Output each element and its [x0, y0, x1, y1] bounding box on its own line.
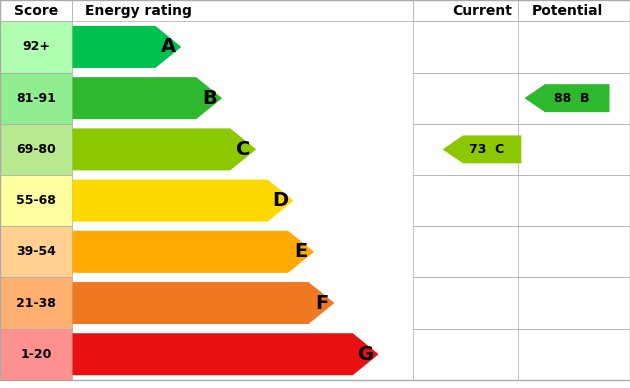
Text: A: A — [161, 38, 176, 56]
Polygon shape — [442, 135, 522, 163]
Text: 39-54: 39-54 — [16, 245, 56, 258]
Bar — [0, 21, 72, 73]
Text: B: B — [202, 89, 217, 107]
Bar — [0, 277, 72, 329]
Text: Potential: Potential — [531, 3, 603, 18]
Polygon shape — [72, 180, 294, 222]
Text: 88  B: 88 B — [554, 92, 590, 105]
Text: 92+: 92+ — [22, 40, 50, 54]
Bar — [0, 73, 72, 124]
Text: 1-20: 1-20 — [21, 348, 52, 361]
Text: 81-91: 81-91 — [16, 92, 56, 105]
Text: D: D — [273, 191, 289, 210]
Bar — [0, 175, 72, 226]
Text: Score: Score — [14, 3, 59, 18]
Bar — [0, 124, 72, 175]
Polygon shape — [72, 231, 314, 273]
Bar — [0, 0, 72, 21]
Text: G: G — [358, 345, 374, 364]
Bar — [413, 21, 630, 73]
Bar — [413, 0, 518, 21]
Polygon shape — [72, 282, 335, 324]
Polygon shape — [72, 26, 181, 68]
Polygon shape — [72, 128, 256, 170]
Polygon shape — [72, 77, 222, 119]
Bar — [0, 226, 72, 277]
Bar — [0, 329, 72, 380]
Bar — [413, 329, 630, 380]
Bar — [413, 226, 630, 277]
Bar — [413, 175, 630, 226]
Text: F: F — [315, 294, 328, 312]
Text: 69-80: 69-80 — [16, 143, 56, 156]
Bar — [72, 0, 413, 21]
Text: 55-68: 55-68 — [16, 194, 56, 207]
Polygon shape — [72, 333, 379, 375]
Bar — [413, 124, 630, 175]
Bar — [413, 73, 630, 124]
Bar — [518, 0, 630, 21]
Text: 21-38: 21-38 — [16, 296, 56, 310]
Text: C: C — [236, 140, 250, 159]
Text: 73  C: 73 C — [469, 143, 505, 156]
Text: Current: Current — [452, 3, 512, 18]
Polygon shape — [524, 84, 609, 112]
Bar — [413, 277, 630, 329]
Text: E: E — [294, 242, 307, 261]
Text: Energy rating: Energy rating — [85, 3, 192, 18]
